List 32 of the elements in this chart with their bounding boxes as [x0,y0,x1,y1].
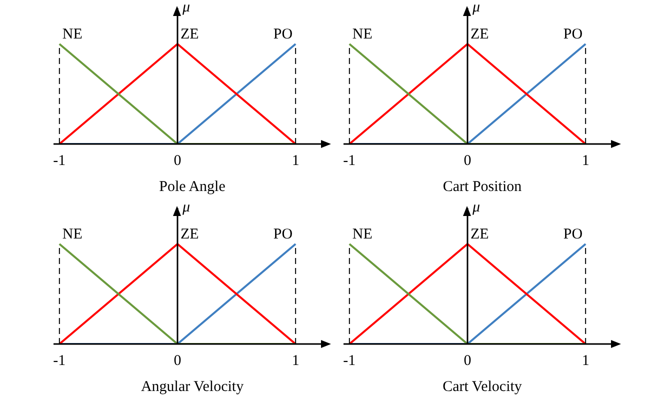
series-label: PO [273,26,293,42]
series-label: ZE [180,226,199,242]
series-label: PO [273,226,293,242]
x-tick-label: -1 [343,352,356,369]
x-tick-label: 1 [292,352,300,369]
series-label: PO [563,26,583,42]
x-axis-title: Angular Velocity [140,378,244,395]
x-tick-label: -1 [53,352,66,369]
x-tick-label: 0 [174,152,182,169]
series-label: PO [563,226,583,242]
series-label: NE [62,26,82,42]
x-tick-label: 0 [464,352,472,369]
x-tick-label: 1 [582,152,590,169]
y-axis-title: μ [471,0,480,16]
series-label: ZE [470,26,489,42]
x-tick-label: 0 [174,352,182,369]
series-label: ZE [470,226,489,242]
x-tick-label: -1 [343,152,356,169]
series-label: NE [352,226,372,242]
y-axis-title: μ [181,199,190,216]
series-label: ZE [180,26,199,42]
x-tick-label: 1 [292,152,300,169]
y-axis-title: μ [181,0,190,16]
series-label: NE [62,226,82,242]
x-axis-title: Pole Angle [159,178,226,195]
x-axis-title: Cart Velocity [442,378,522,395]
y-axis-title: μ [471,199,480,216]
x-axis-title: Cart Position [442,178,522,195]
x-tick-label: 1 [582,352,590,369]
x-tick-label: -1 [53,152,66,169]
series-label: NE [352,26,372,42]
x-tick-label: 0 [464,152,472,169]
